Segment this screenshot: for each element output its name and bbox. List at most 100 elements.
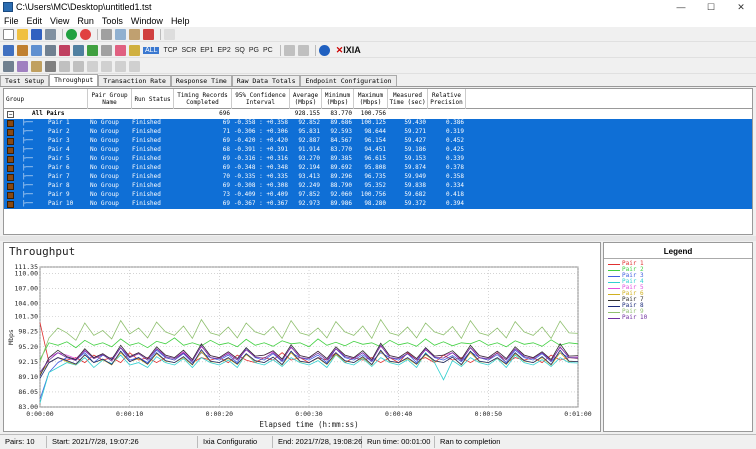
properties-icon[interactable] [87, 60, 98, 72]
col-minimum[interactable]: Minimum (Mbps) [322, 89, 354, 109]
save-all-icon[interactable] [45, 28, 56, 40]
network-icon[interactable] [45, 44, 56, 56]
grid-header: Group Pair Group Name Run Status Timing R… [4, 89, 752, 109]
open-folder-icon[interactable] [17, 28, 28, 40]
stop-icon[interactable] [80, 28, 91, 40]
menu-tools[interactable]: Tools [101, 15, 123, 26]
menu-file[interactable]: File [4, 15, 19, 26]
info-icon[interactable] [318, 44, 330, 56]
cell-ci: -0.409 : +0.409 [233, 191, 288, 198]
col-timing-records[interactable]: Timing Records Completed [174, 89, 232, 109]
cell-avg: 92.249 [298, 182, 320, 189]
filter-pc-button[interactable]: PC [262, 46, 273, 54]
legend-label: Pair 3 [622, 272, 644, 279]
tab-response-time[interactable]: Response Time [170, 75, 232, 86]
legend-item[interactable]: Pair 4 [608, 279, 644, 285]
cell-max: 96.735 [364, 173, 386, 180]
report-icon[interactable] [101, 44, 112, 56]
table-row[interactable]: ├── Pair 3 No Group Finished 69 -0.420 : +0.4… [4, 137, 752, 146]
menu-run[interactable]: Run [77, 15, 94, 26]
copy-icon[interactable] [115, 28, 126, 40]
paste-icon[interactable] [129, 28, 140, 40]
filter-pg-button[interactable]: PG [248, 46, 259, 54]
columns-icon[interactable] [45, 60, 56, 72]
grid-view-icon[interactable] [3, 60, 14, 72]
legend-item[interactable]: Pair 10 [608, 315, 647, 321]
legend-item[interactable]: Pair 9 [608, 309, 644, 315]
close-button[interactable]: ✕ [737, 2, 745, 12]
cell-time: 59.153 [404, 155, 426, 162]
list-icon[interactable] [297, 44, 309, 56]
col-maximum[interactable]: Maximum (Mbps) [354, 89, 388, 109]
table-row[interactable]: ├── Pair 4 No Group Finished 68 -0.391 : +0.3… [4, 146, 752, 155]
menu-help[interactable]: Help [170, 15, 190, 26]
table-row[interactable]: ├── Pair 1 No Group Finished 69 -0.358 : +0.3… [4, 119, 752, 128]
legend-item[interactable]: Pair 3 [608, 273, 644, 279]
script-icon[interactable] [59, 44, 70, 56]
maximize-button[interactable]: ☐ [706, 2, 716, 12]
expand-icon[interactable] [59, 60, 70, 72]
options-icon[interactable] [129, 60, 140, 72]
col-pair-group-name[interactable]: Pair Group Name [88, 89, 132, 109]
legend-item[interactable]: Pair 5 [608, 285, 644, 291]
menu-window[interactable]: Window [130, 15, 163, 26]
tab-transaction-rate[interactable]: Transaction Rate [98, 75, 171, 86]
table-row[interactable]: ├── Pair 2 No Group Finished 71 -0.306 : +0.3… [4, 128, 752, 137]
col-measured-time[interactable]: Measured Time (sec) [388, 89, 428, 109]
save-icon[interactable] [31, 28, 42, 40]
legend-item[interactable]: Pair 8 [608, 303, 644, 309]
minimize-button[interactable]: — [676, 2, 686, 12]
cell-records: 69 [222, 200, 230, 207]
filter-icon[interactable] [129, 44, 140, 56]
filter-tcp-button[interactable]: TCP [163, 46, 178, 54]
tab-throughput[interactable]: Throughput [49, 74, 99, 86]
legend-item[interactable]: Pair 2 [608, 267, 644, 273]
filter-scr-button[interactable]: SCR [181, 46, 197, 54]
legend-item[interactable]: Pair 1 [608, 261, 644, 267]
edit-pair-icon[interactable] [31, 44, 42, 56]
endpoint-icon[interactable] [73, 44, 84, 56]
col-average[interactable]: Average (Mbps) [290, 89, 322, 109]
group-icon[interactable] [31, 60, 42, 72]
table-row[interactable]: ├── Pair 6 No Group Finished 69 -0.348 : +0.3… [4, 164, 752, 173]
table-icon[interactable] [283, 44, 295, 56]
legend-item[interactable]: Pair 7 [608, 297, 644, 303]
add-multicast-icon[interactable] [17, 44, 28, 56]
x-tick-label: 0:00:30 [295, 410, 322, 418]
pane-splitter[interactable] [0, 236, 756, 241]
table-row[interactable]: ├── Pair 9 No Group Finished 73 -0.409 : +0.4… [4, 191, 752, 200]
summary-row[interactable]: − All Pairs 696 928.155 83.770 100.756 [4, 110, 752, 119]
filter-ep2-button[interactable]: EP2 [217, 46, 231, 54]
tab-raw-data-totals[interactable]: Raw Data Totals [231, 75, 301, 86]
new-file-icon[interactable] [3, 28, 14, 40]
export-icon[interactable] [115, 60, 126, 72]
collapse-icon[interactable] [73, 60, 84, 72]
table-row[interactable]: ├── Pair 7 No Group Finished 70 -0.335 : +0.3… [4, 173, 752, 182]
print-icon[interactable] [101, 60, 112, 72]
graph-icon[interactable] [115, 44, 126, 56]
tab-test-setup[interactable]: Test Setup [0, 75, 50, 86]
legend-item[interactable]: Pair 6 [608, 291, 644, 297]
menu-view[interactable]: View [50, 15, 70, 26]
help-icon[interactable] [164, 28, 175, 40]
col-group[interactable]: Group [4, 89, 88, 109]
filter-sq-button[interactable]: SQ [234, 46, 245, 54]
delete-icon[interactable] [143, 28, 154, 40]
collapse-toggle-icon[interactable]: − [7, 111, 14, 118]
menu-edit[interactable]: Edit [26, 15, 43, 26]
table-row[interactable]: ├── Pair 8 No Group Finished 69 -0.308 : +0.3… [4, 182, 752, 191]
col-relative-precision[interactable]: Relative Precision [428, 89, 466, 109]
sort-icon[interactable] [17, 60, 28, 72]
chart-icon[interactable] [87, 44, 98, 56]
table-row[interactable]: ├── Pair 10 No Group Finished 69 -0.367 : +0.… [4, 200, 752, 209]
cut-icon[interactable] [101, 28, 112, 40]
cell-pair: Pair 1 [48, 119, 70, 126]
table-row[interactable]: ├── Pair 5 No Group Finished 69 -0.316 : +0.3… [4, 155, 752, 164]
add-pair-icon[interactable] [3, 44, 14, 56]
col-run-status[interactable]: Run Status [132, 89, 174, 109]
filter-ep1-button[interactable]: EP1 [200, 46, 214, 54]
tab-endpoint-configuration[interactable]: Endpoint Configuration [300, 75, 397, 86]
col-confidence[interactable]: 95% Confidence Interval [232, 89, 290, 109]
filter-all-button[interactable]: ALL [143, 46, 160, 54]
run-icon[interactable] [66, 28, 77, 40]
